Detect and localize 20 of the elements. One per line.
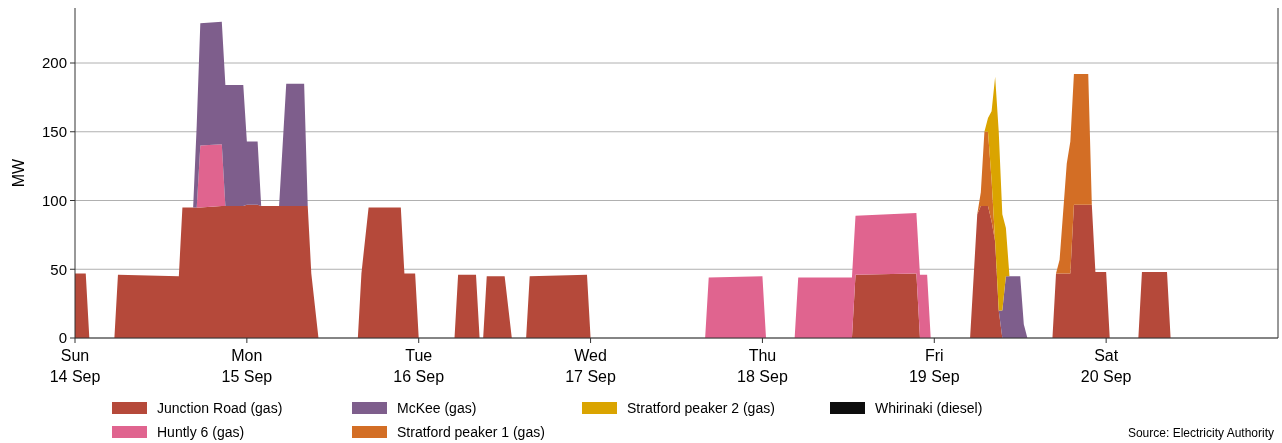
- y-tick-label: 200: [41, 54, 67, 72]
- y-axis-title: MW: [10, 157, 27, 188]
- legend-label: Whirinaki (diesel): [875, 399, 983, 416]
- x-tick-label: Tue 16 Sep: [393, 347, 445, 385]
- y-tick-label: 100: [41, 191, 67, 209]
- y-tick-label: 50: [50, 260, 67, 278]
- source-note: Source: Electricity Authority: [1127, 426, 1274, 440]
- x-tick-label: Wed 17 Sep: [565, 347, 617, 385]
- x-tick-label: Thu 18 Sep: [737, 347, 788, 385]
- y-tick-label: 0: [58, 329, 67, 347]
- legend-label: McKee (gas): [397, 399, 477, 416]
- x-tick-label: Mon 15 Sep: [221, 347, 273, 385]
- legend-label: Stratford peaker 2 (gas): [627, 399, 775, 416]
- y-tick-label: 150: [41, 123, 67, 140]
- x-tick-label: Sun 14 Sep: [49, 347, 101, 385]
- legend-label: Junction Road (gas): [157, 399, 283, 416]
- legend-label: Huntly 6 (gas): [157, 423, 245, 440]
- x-tick-label: Sat 20 Sep: [1080, 347, 1132, 385]
- legend-label: Stratford peaker 1 (gas): [397, 423, 545, 440]
- x-tick-label: Fri 19 Sep: [908, 347, 960, 385]
